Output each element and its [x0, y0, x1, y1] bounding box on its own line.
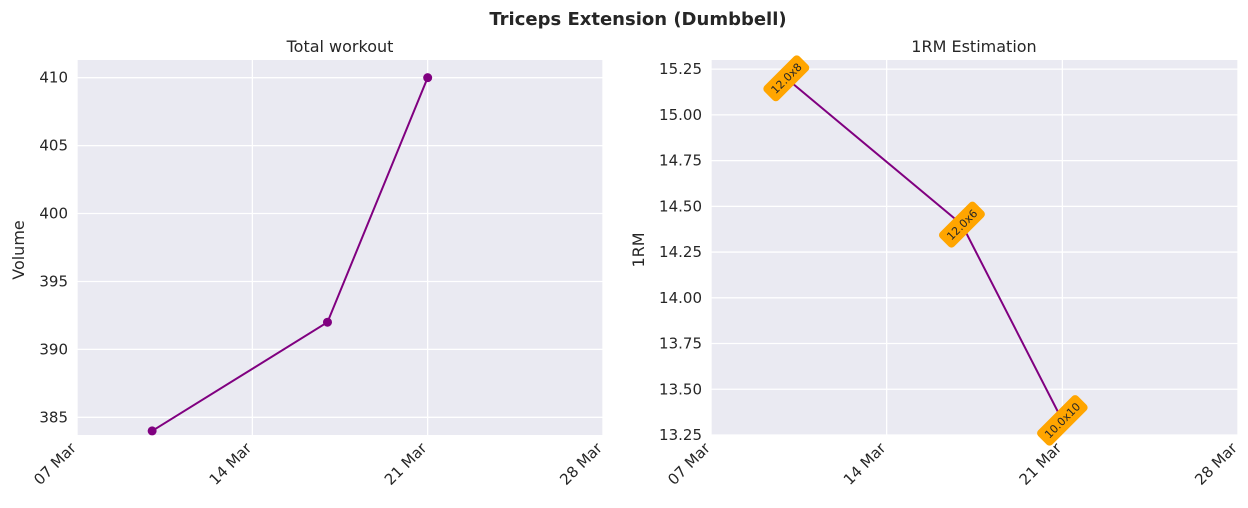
- x-axis-ticks: 07 Mar 14 Mar 21 Mar 28 Mar: [664, 439, 1241, 489]
- y-tick-label: 15.00: [659, 106, 702, 124]
- y-tick-label: 395: [39, 272, 68, 290]
- data-marks: [147, 73, 433, 436]
- y-tick-label: 14.75: [659, 152, 702, 170]
- y-tick-label: 14.25: [659, 243, 702, 261]
- x-tick-label: 21 Mar: [1016, 439, 1066, 489]
- y-axis-ticks: 385 390 395 400 405 410: [39, 69, 68, 427]
- x-tick-label: 21 Mar: [381, 439, 431, 489]
- x-tick-label: 07 Mar: [664, 439, 714, 489]
- y-axis-ticks: 13.25 13.50 13.75 14.00 14.25 14.50 14.75 15.00…: [659, 60, 702, 444]
- one-rm-estimation-chart: 13.25 13.50 13.75 14.00 14.25 14.50 14.75 15.00…: [629, 37, 1241, 489]
- y-tick-label: 385: [39, 408, 68, 426]
- data-label-background: [763, 55, 810, 102]
- x-tick-label: 28 Mar: [556, 439, 606, 489]
- plot-area: [77, 60, 603, 435]
- y-tick-label: 13.75: [659, 335, 702, 353]
- x-axis-ticks: 07 Mar 14 Mar 21 Mar 28 Mar: [30, 439, 606, 489]
- y-tick-label: 14.00: [659, 289, 702, 307]
- data-label-background: [1037, 395, 1088, 446]
- y-tick-label: 15.25: [659, 60, 702, 78]
- data-point: [147, 426, 157, 436]
- x-tick-label: 14 Mar: [206, 439, 256, 489]
- chart-title: Total workout: [286, 37, 394, 56]
- y-tick-label: 13.25: [659, 426, 702, 444]
- total-workout-chart: 385 390 395 400 405 410 07 Mar 14 Mar 21 Mar 28 …: [9, 37, 606, 489]
- y-tick-label: 14.50: [659, 197, 702, 215]
- y-axis-label: 1RM: [629, 232, 648, 267]
- data-point: [322, 317, 332, 327]
- y-axis-label: Volume: [9, 220, 28, 280]
- chart-title: 1RM Estimation: [911, 37, 1036, 56]
- gridlines: [76, 60, 604, 435]
- x-tick-label: 14 Mar: [840, 439, 890, 489]
- x-tick-label: 07 Mar: [30, 439, 80, 489]
- data-point: [423, 73, 433, 83]
- y-tick-label: 410: [39, 69, 68, 87]
- y-tick-label: 400: [39, 205, 68, 223]
- y-tick-label: 13.50: [659, 380, 702, 398]
- data-label-background: [939, 201, 985, 248]
- x-tick-label: 28 Mar: [1191, 439, 1241, 489]
- figure-title: Triceps Extension (Dumbbell): [489, 9, 786, 30]
- y-tick-label: 405: [39, 137, 68, 155]
- y-tick-label: 390: [39, 340, 68, 358]
